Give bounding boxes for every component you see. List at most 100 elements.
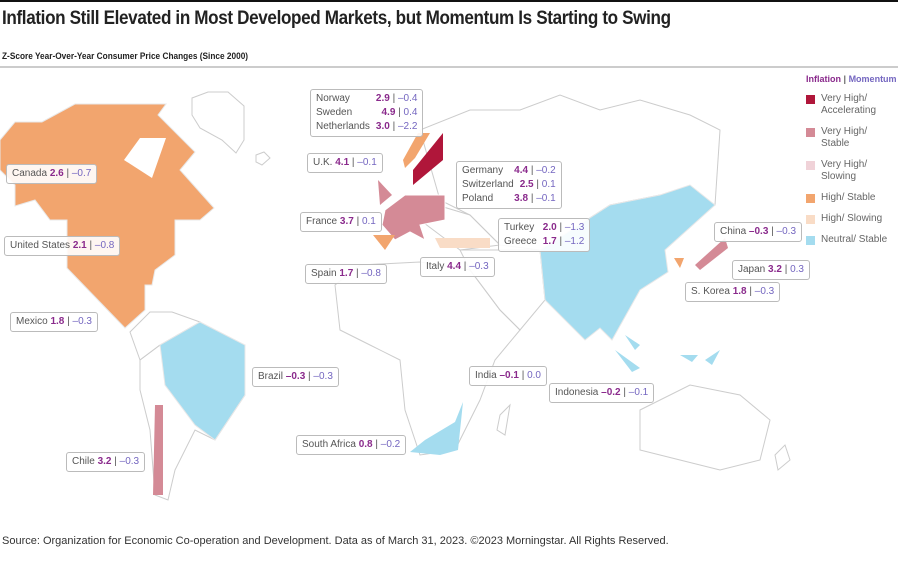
inflation-value: –0.3: [285, 371, 306, 382]
legend-item: Very High/ Accelerating: [806, 93, 898, 117]
new-zealand-outline: [774, 444, 791, 471]
inflation-value: 4.9: [381, 107, 396, 118]
inflation-value: 2.1: [72, 240, 87, 251]
label-india: India –0.1 | 0.0: [469, 366, 547, 386]
label-spain: Spain 1.7 | –0.8: [305, 264, 387, 284]
legend-item: High/ Stable: [806, 192, 898, 204]
country-uk: [378, 180, 392, 205]
momentum-value: 0.0: [527, 370, 541, 381]
australia-outline: [639, 384, 771, 471]
momentum-value: 0.1: [541, 179, 556, 190]
africa-outline: [334, 261, 521, 456]
inflation-value: –0.2: [601, 387, 621, 398]
country-south-africa: [410, 402, 463, 455]
momentum-value: –0.2: [536, 165, 556, 176]
inflation-value: 1.8: [50, 316, 65, 327]
inflation-value: 4.4: [447, 261, 462, 272]
momentum-value: –1.3: [564, 222, 585, 233]
legend-momentum-label: Momentum: [848, 74, 897, 84]
country-name: France: [306, 216, 338, 227]
legend-item: Very High/ Slowing: [806, 159, 898, 183]
momentum-value: –0.3: [776, 226, 797, 237]
inflation-value: 2.5: [519, 179, 534, 190]
momentum-value: –0.3: [119, 456, 140, 467]
momentum-value: –0.3: [754, 286, 775, 297]
country-name: Norway: [316, 93, 350, 104]
legend-swatch: [806, 95, 815, 104]
iceland-outline: [255, 151, 271, 166]
inflation-value: 3.2: [768, 264, 782, 275]
row-poland: Poland 3.8 | –0.1: [462, 193, 556, 204]
legend-swatch: [806, 236, 815, 245]
legend-header: Inflation | Momentum: [806, 66, 898, 84]
country-name: Sweden: [316, 107, 353, 118]
inflation-value: 3.8: [514, 193, 529, 204]
country-name: Turkey: [504, 222, 535, 233]
country-japan: [695, 238, 728, 270]
legend-label: Very High/ Slowing: [821, 159, 868, 182]
momentum-value: –0.3: [469, 261, 489, 272]
country-name: Poland: [462, 193, 494, 204]
country-name: Spain: [311, 268, 337, 279]
legend-label: High/ Slowing: [821, 213, 883, 224]
country-name: Germany: [462, 165, 504, 176]
momentum-value: 0.1: [361, 216, 376, 227]
legend-label: Very High/ Stable: [821, 126, 868, 149]
legend-item: Very High/ Stable: [806, 126, 898, 150]
momentum-value: –0.7: [71, 168, 92, 179]
country-name: Mexico: [16, 316, 48, 327]
legend-label: Neutral/ Stable: [821, 234, 888, 245]
inflation-value: –0.1: [499, 370, 519, 381]
country-name: Chile: [72, 456, 95, 467]
inflation-value: 0.8: [358, 439, 373, 450]
country-name: Brazil: [258, 371, 284, 382]
row-norway: Norway 2.9 | –0.4: [316, 93, 418, 104]
top-rule: [0, 0, 898, 2]
row-turkey: Turkey 2.0 | –1.3: [504, 222, 585, 233]
inflation-value: 1.7: [542, 236, 557, 247]
country-canada-us: [0, 103, 215, 329]
momentum-value: –0.2: [380, 439, 401, 450]
legend: Inflation | Momentum Very High/ Accelera…: [806, 66, 898, 246]
momentum-value: –0.3: [313, 371, 333, 382]
madagascar-outline: [496, 403, 511, 436]
inflation-value: 2.9: [375, 93, 390, 104]
row-netherlands: Netherlands 3.0 | –2.2: [316, 121, 418, 132]
inflation-value: 2.0: [542, 222, 557, 233]
label-italy: Italy 4.4 | –0.3: [420, 257, 495, 277]
legend-item: High/ Slowing: [806, 213, 898, 225]
label-france: France 3.7 | 0.1: [300, 212, 382, 232]
country-indonesia: [615, 335, 720, 372]
chart-subtitle: Z-Score Year-Over-Year Consumer Price Ch…: [2, 51, 249, 61]
momentum-value: –2.2: [397, 121, 418, 132]
momentum-value: –0.3: [72, 316, 92, 327]
label-central-europe: Germany 4.4 | –0.2 Switzerland 2.5 | 0.1 P…: [456, 161, 562, 209]
greenland-outline: [191, 91, 245, 154]
legend-separator: |: [843, 74, 847, 84]
country-norway-sweden: [403, 133, 430, 168]
country-spain: [373, 235, 395, 250]
inflation-value: 3.0: [375, 121, 390, 132]
country-sweden: [413, 133, 443, 185]
label-canada: Canada 2.6 | –0.7: [6, 164, 98, 184]
label-us: United States 2.1 | –0.8: [4, 236, 121, 256]
label-uk: U.K. 4.1 | –0.1: [307, 153, 383, 173]
momentum-value: –1.2: [564, 236, 585, 247]
country-skorea: [674, 258, 684, 268]
inflation-value: 2.6: [49, 168, 64, 179]
country-name: South Africa: [302, 439, 356, 450]
country-name: China: [720, 226, 747, 237]
momentum-value: 0.4: [403, 107, 418, 118]
country-name: S. Korea: [691, 286, 730, 297]
legend-swatch: [806, 128, 815, 137]
hudson-bay: [124, 138, 166, 178]
country-turkey-greece: [435, 238, 490, 248]
source-note: Source: Organization for Economic Co-ope…: [2, 535, 669, 547]
country-name: Italy: [426, 261, 445, 272]
country-name: U.K.: [313, 157, 333, 168]
row-germany: Germany 4.4 | –0.2: [462, 165, 556, 176]
label-nordics: Norway 2.9 | –0.4 Sweden 4.9 | 0.4 Netherl…: [310, 89, 424, 137]
label-brazil: Brazil –0.3 | –0.3: [252, 367, 339, 387]
country-europe-core: [381, 194, 446, 242]
country-name: Greece: [504, 236, 537, 247]
